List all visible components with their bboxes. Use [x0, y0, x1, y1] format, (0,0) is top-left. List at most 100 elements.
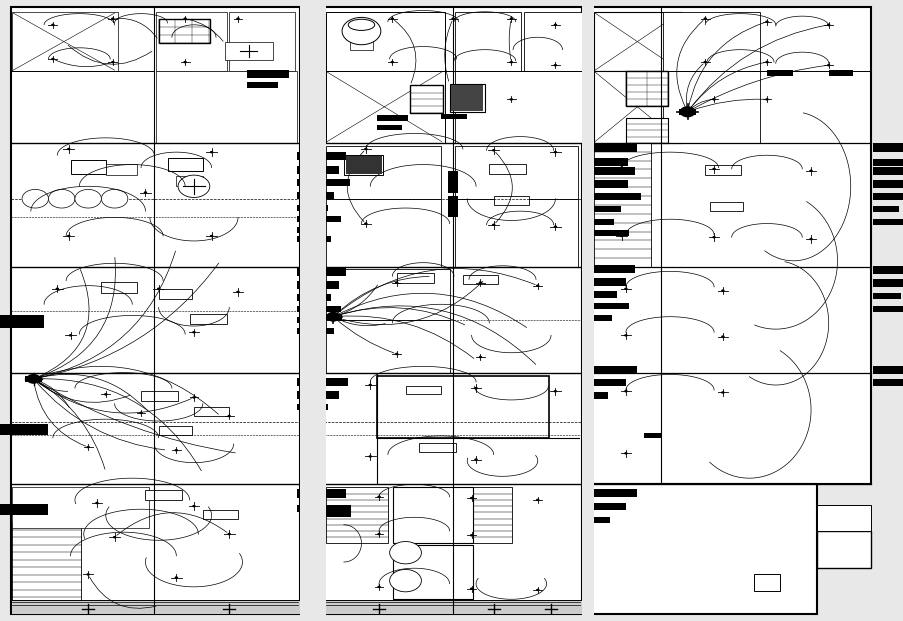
- Bar: [583, 489, 636, 497]
- Bar: [454, 12, 520, 71]
- Circle shape: [764, 20, 768, 23]
- Circle shape: [764, 61, 768, 63]
- Bar: [662, 12, 759, 71]
- Bar: [202, 510, 237, 519]
- Circle shape: [51, 24, 54, 26]
- Bar: [447, 171, 458, 193]
- Bar: [300, 0, 326, 621]
- Bar: [591, 7, 870, 484]
- Bar: [145, 490, 182, 500]
- Bar: [583, 167, 634, 175]
- Bar: [393, 545, 472, 599]
- Bar: [297, 216, 340, 222]
- Circle shape: [623, 334, 627, 337]
- Bar: [0, 424, 49, 435]
- Bar: [167, 158, 202, 171]
- Circle shape: [509, 17, 513, 20]
- Circle shape: [470, 587, 473, 590]
- Circle shape: [535, 499, 539, 501]
- Bar: [225, 42, 273, 60]
- Circle shape: [111, 61, 115, 63]
- Circle shape: [368, 455, 372, 458]
- Bar: [871, 219, 903, 225]
- Circle shape: [712, 98, 715, 101]
- Bar: [583, 158, 627, 166]
- Circle shape: [390, 61, 394, 63]
- Bar: [583, 503, 625, 510]
- Bar: [159, 289, 192, 299]
- Bar: [583, 517, 610, 523]
- Bar: [297, 205, 328, 211]
- Circle shape: [157, 288, 160, 290]
- Bar: [349, 37, 373, 50]
- Circle shape: [491, 149, 495, 152]
- Circle shape: [764, 98, 768, 101]
- Bar: [13, 12, 118, 71]
- Circle shape: [377, 496, 380, 498]
- Bar: [156, 71, 297, 143]
- Bar: [766, 70, 793, 76]
- Bar: [454, 146, 578, 199]
- Bar: [418, 443, 455, 452]
- Bar: [643, 433, 660, 438]
- Circle shape: [174, 449, 178, 451]
- Circle shape: [183, 61, 187, 63]
- Bar: [377, 376, 549, 438]
- Bar: [583, 206, 620, 212]
- Bar: [297, 152, 345, 160]
- Bar: [194, 407, 229, 416]
- Bar: [871, 167, 903, 175]
- Circle shape: [721, 335, 724, 338]
- Circle shape: [22, 189, 49, 208]
- Bar: [662, 71, 759, 143]
- Circle shape: [51, 58, 54, 60]
- Bar: [493, 196, 528, 205]
- Bar: [871, 366, 903, 374]
- Circle shape: [364, 222, 368, 225]
- Bar: [583, 315, 611, 321]
- Bar: [343, 155, 383, 175]
- Circle shape: [389, 569, 421, 592]
- Bar: [0, 315, 44, 328]
- Bar: [247, 70, 289, 78]
- Bar: [583, 278, 625, 286]
- Bar: [156, 12, 227, 71]
- Circle shape: [341, 17, 380, 45]
- Bar: [297, 391, 339, 399]
- Circle shape: [703, 17, 706, 20]
- Bar: [451, 85, 482, 111]
- Circle shape: [553, 390, 556, 392]
- Bar: [704, 165, 740, 175]
- Circle shape: [721, 289, 724, 292]
- Bar: [583, 180, 627, 188]
- Circle shape: [377, 586, 380, 588]
- Bar: [871, 279, 903, 287]
- Bar: [583, 143, 636, 152]
- Bar: [377, 115, 408, 121]
- Bar: [871, 293, 900, 299]
- Bar: [297, 227, 321, 233]
- Bar: [871, 193, 903, 200]
- Circle shape: [236, 291, 239, 293]
- Bar: [106, 164, 136, 175]
- Bar: [297, 236, 330, 242]
- Bar: [326, 269, 449, 320]
- Circle shape: [470, 497, 473, 499]
- Bar: [583, 291, 617, 298]
- Circle shape: [623, 288, 627, 290]
- Bar: [229, 12, 295, 71]
- Circle shape: [679, 106, 694, 117]
- Circle shape: [619, 166, 622, 169]
- Bar: [377, 125, 402, 130]
- Bar: [454, 199, 578, 267]
- Circle shape: [75, 189, 101, 208]
- Bar: [816, 505, 870, 531]
- Circle shape: [178, 175, 209, 197]
- Circle shape: [623, 452, 627, 455]
- Bar: [582, 0, 593, 621]
- Bar: [297, 317, 325, 323]
- Bar: [326, 12, 444, 71]
- Bar: [306, 307, 322, 318]
- Bar: [101, 282, 136, 293]
- Bar: [593, 143, 651, 267]
